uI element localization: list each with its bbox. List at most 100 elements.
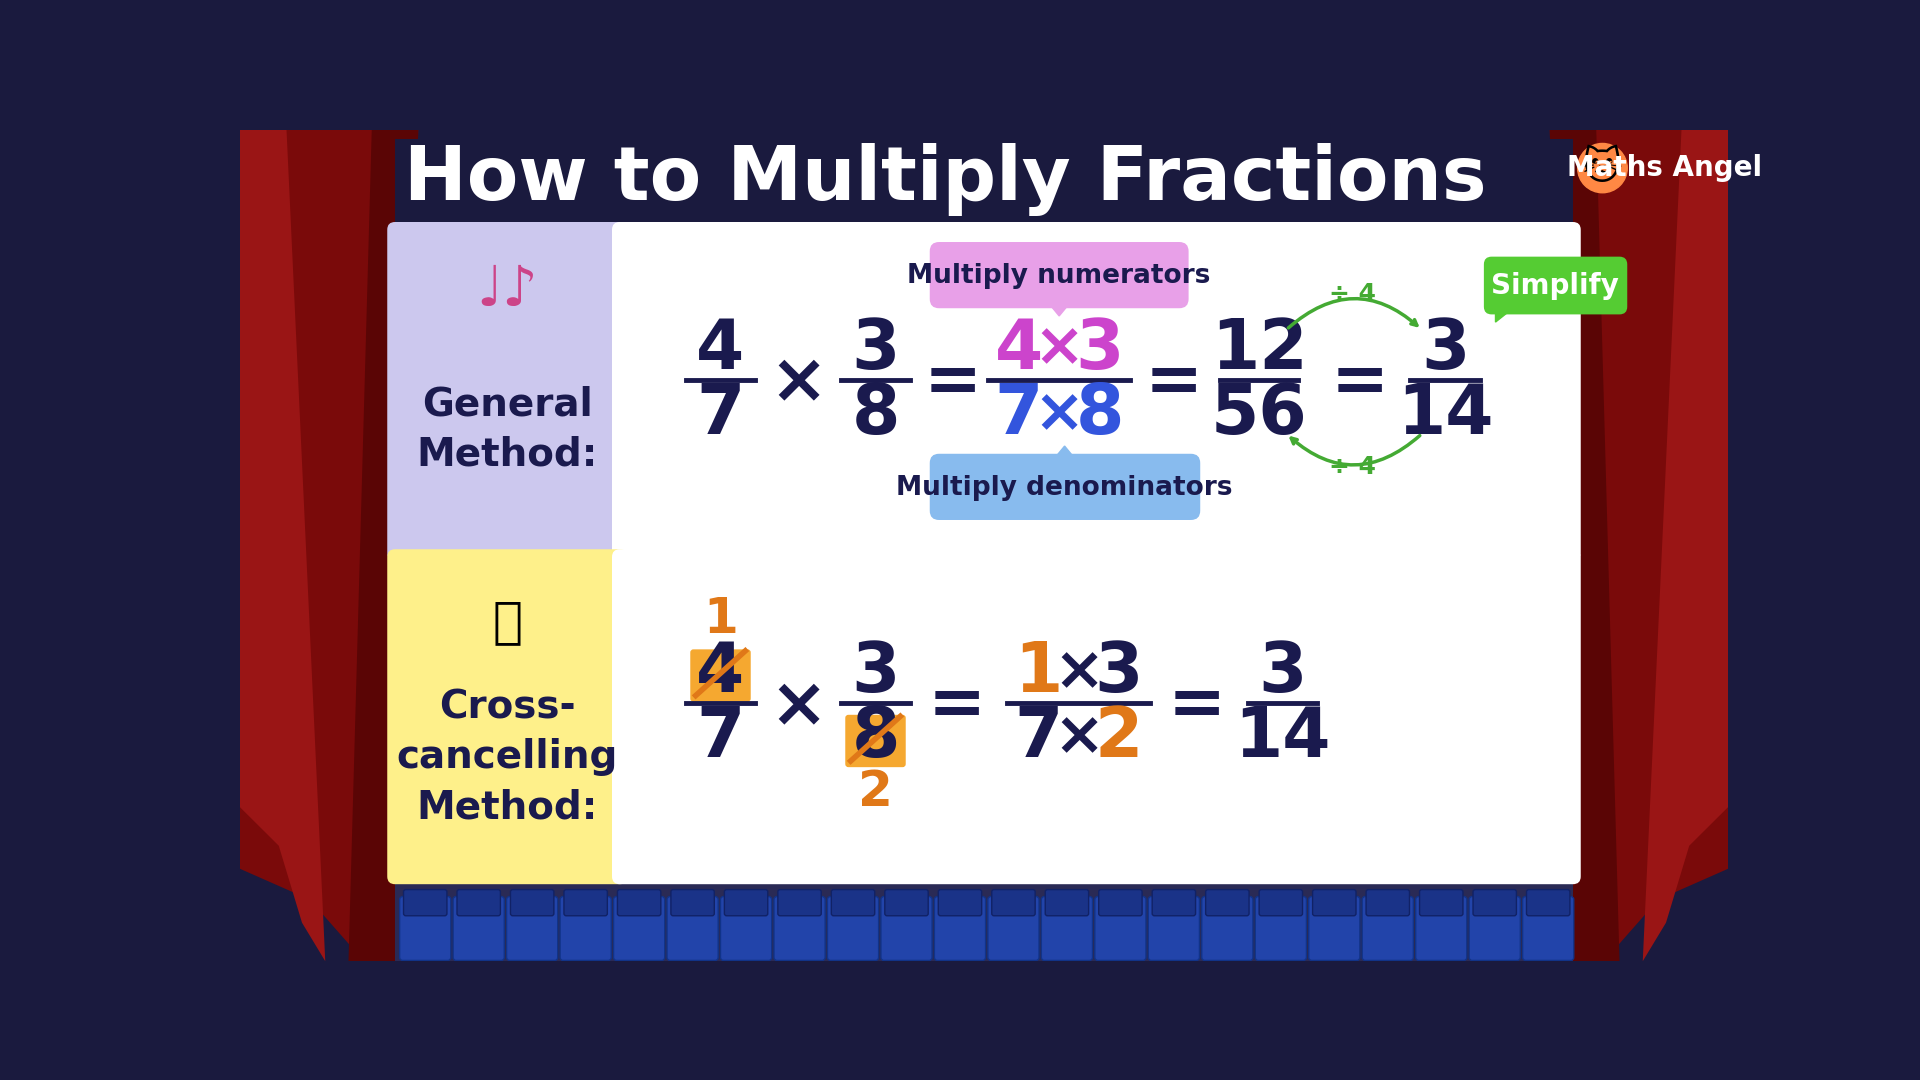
FancyBboxPatch shape xyxy=(1044,890,1089,916)
Text: 3: 3 xyxy=(851,639,900,706)
FancyBboxPatch shape xyxy=(935,896,985,960)
FancyBboxPatch shape xyxy=(929,454,1200,519)
Text: =: = xyxy=(1144,349,1204,416)
Text: 8: 8 xyxy=(851,381,900,448)
Text: 2: 2 xyxy=(1094,704,1142,771)
FancyBboxPatch shape xyxy=(561,896,611,960)
FancyBboxPatch shape xyxy=(612,550,1580,885)
Text: 7: 7 xyxy=(697,381,745,448)
Text: ×: × xyxy=(1033,384,1085,444)
Text: Maths Angel: Maths Angel xyxy=(1567,154,1763,183)
Polygon shape xyxy=(1496,307,1515,322)
FancyBboxPatch shape xyxy=(929,242,1188,308)
Text: 1: 1 xyxy=(703,595,737,643)
Text: 4: 4 xyxy=(697,639,745,706)
FancyBboxPatch shape xyxy=(457,890,501,916)
FancyBboxPatch shape xyxy=(1094,896,1146,960)
FancyBboxPatch shape xyxy=(1419,890,1463,916)
Text: 3: 3 xyxy=(851,315,900,382)
Text: Simplify: Simplify xyxy=(1492,272,1619,300)
FancyBboxPatch shape xyxy=(881,896,931,960)
FancyBboxPatch shape xyxy=(1152,890,1196,916)
Text: =: = xyxy=(924,349,983,416)
Text: 7: 7 xyxy=(1014,704,1062,771)
Text: 14: 14 xyxy=(1398,381,1494,448)
Text: 4: 4 xyxy=(697,315,745,382)
Text: 7: 7 xyxy=(995,381,1043,448)
FancyBboxPatch shape xyxy=(993,890,1035,916)
Text: 4: 4 xyxy=(995,315,1043,382)
FancyBboxPatch shape xyxy=(1523,896,1574,960)
Text: Cross-
cancelling
Method:: Cross- cancelling Method: xyxy=(397,688,618,826)
FancyBboxPatch shape xyxy=(388,550,628,885)
Text: Multiply denominators: Multiply denominators xyxy=(897,474,1233,501)
FancyBboxPatch shape xyxy=(1098,890,1142,916)
Text: 7: 7 xyxy=(697,704,745,771)
FancyBboxPatch shape xyxy=(670,890,714,916)
FancyBboxPatch shape xyxy=(240,130,1728,961)
Text: ×: × xyxy=(768,672,828,739)
Text: 2: 2 xyxy=(858,768,893,815)
FancyBboxPatch shape xyxy=(1148,896,1200,960)
FancyBboxPatch shape xyxy=(1361,896,1413,960)
Text: ×: × xyxy=(1052,708,1104,768)
FancyBboxPatch shape xyxy=(388,222,628,561)
FancyBboxPatch shape xyxy=(1206,890,1250,916)
Text: Multiply numerators: Multiply numerators xyxy=(908,262,1212,288)
Text: 3: 3 xyxy=(1094,639,1142,706)
FancyBboxPatch shape xyxy=(1415,896,1467,960)
Polygon shape xyxy=(349,130,419,961)
Text: ♩♪: ♩♪ xyxy=(476,265,538,319)
FancyBboxPatch shape xyxy=(399,896,451,960)
FancyBboxPatch shape xyxy=(612,222,1580,561)
FancyBboxPatch shape xyxy=(1309,896,1359,960)
FancyBboxPatch shape xyxy=(1526,890,1571,916)
Text: 3: 3 xyxy=(1421,315,1469,382)
FancyBboxPatch shape xyxy=(778,890,822,916)
FancyBboxPatch shape xyxy=(1484,257,1628,314)
FancyBboxPatch shape xyxy=(511,890,553,916)
FancyBboxPatch shape xyxy=(691,649,751,702)
Polygon shape xyxy=(1044,299,1073,316)
FancyBboxPatch shape xyxy=(396,139,1572,222)
Polygon shape xyxy=(1549,130,1619,961)
Text: 🐱: 🐱 xyxy=(1582,149,1622,187)
Text: 12: 12 xyxy=(1212,315,1308,382)
Text: =: = xyxy=(1167,672,1227,739)
Text: 56: 56 xyxy=(1212,381,1308,448)
Text: General
Method:: General Method: xyxy=(417,386,597,474)
Text: 14: 14 xyxy=(1235,704,1331,771)
Text: 8: 8 xyxy=(851,704,900,771)
Polygon shape xyxy=(1050,446,1079,463)
FancyBboxPatch shape xyxy=(885,890,927,916)
Polygon shape xyxy=(1549,130,1728,961)
Text: =: = xyxy=(927,672,987,739)
FancyBboxPatch shape xyxy=(564,890,607,916)
FancyBboxPatch shape xyxy=(507,896,557,960)
FancyBboxPatch shape xyxy=(403,890,447,916)
Text: ×: × xyxy=(1033,320,1085,379)
Text: ÷ 4: ÷ 4 xyxy=(1329,282,1375,306)
FancyBboxPatch shape xyxy=(774,896,826,960)
Text: 3: 3 xyxy=(1258,639,1308,706)
FancyBboxPatch shape xyxy=(1473,890,1517,916)
Text: 1: 1 xyxy=(1014,639,1062,706)
Text: How to Multiply Fractions: How to Multiply Fractions xyxy=(403,144,1486,216)
FancyBboxPatch shape xyxy=(1365,890,1409,916)
FancyBboxPatch shape xyxy=(724,890,768,916)
FancyBboxPatch shape xyxy=(939,890,981,916)
FancyBboxPatch shape xyxy=(989,896,1039,960)
FancyBboxPatch shape xyxy=(1469,896,1521,960)
FancyBboxPatch shape xyxy=(1260,890,1302,916)
FancyBboxPatch shape xyxy=(1202,896,1254,960)
Polygon shape xyxy=(240,130,419,961)
FancyBboxPatch shape xyxy=(396,880,1572,961)
Polygon shape xyxy=(1644,130,1728,961)
Text: 🎤: 🎤 xyxy=(492,598,522,647)
FancyBboxPatch shape xyxy=(845,715,906,767)
FancyBboxPatch shape xyxy=(720,896,772,960)
Text: 3: 3 xyxy=(1075,315,1123,382)
FancyBboxPatch shape xyxy=(1313,890,1356,916)
FancyBboxPatch shape xyxy=(618,890,660,916)
Circle shape xyxy=(1578,144,1628,192)
